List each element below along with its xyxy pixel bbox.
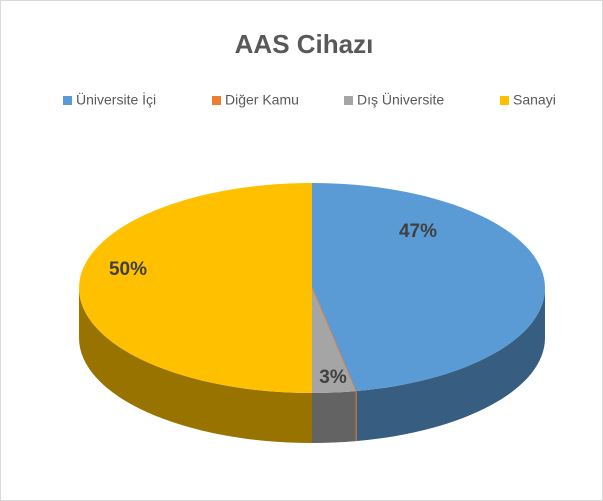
legend-swatch (344, 96, 353, 105)
legend-label: Diğer Kamu (225, 92, 299, 108)
legend-label: Üniversite İçi (76, 91, 156, 108)
legend-label: Sanayi (513, 92, 556, 108)
pie-side (312, 391, 356, 443)
pie-side (355, 288, 545, 442)
data-label: 50% (109, 259, 147, 280)
pie-slice (312, 288, 356, 393)
legend-swatch (63, 96, 72, 105)
legend-swatch (212, 96, 221, 105)
legend-swatch (500, 96, 509, 105)
pie-slice (79, 183, 312, 393)
legend-label: Dış Üniversite (357, 91, 444, 108)
pie-side (79, 288, 312, 443)
data-label: 47% (399, 221, 437, 242)
data-label: 3% (319, 367, 347, 388)
pie-slice (312, 183, 546, 392)
chart-title: AAS Cihazı (235, 29, 374, 59)
